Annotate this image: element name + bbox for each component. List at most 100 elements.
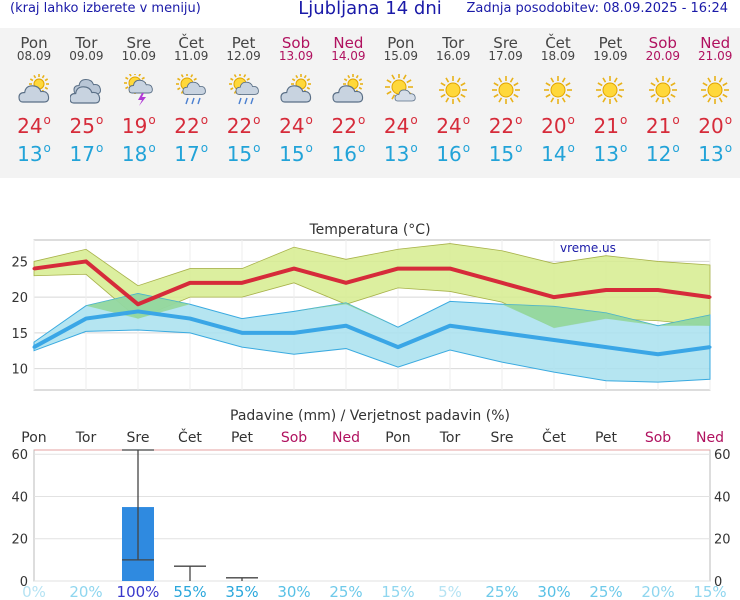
- max-temperature: 24o: [427, 113, 479, 138]
- max-temperature-value: 24: [279, 114, 305, 138]
- day-date: 16.09: [436, 49, 471, 63]
- day-date: 18.09: [540, 49, 576, 63]
- degree-mark: o: [253, 113, 261, 127]
- max-temperature-line: [33, 259, 711, 307]
- sun-icon: [437, 74, 469, 106]
- precipitation-day-label: Ned: [696, 430, 724, 446]
- min-temperature: 13o: [8, 141, 60, 166]
- min-temperature-value: 14: [541, 142, 567, 166]
- day-name: Tor: [75, 34, 98, 52]
- max-temperature-value: 24: [383, 114, 410, 138]
- precipitation-y-tick-right: 0: [714, 575, 722, 590]
- precipitation-probability-label: 30%: [537, 583, 570, 600]
- max-temperature-value: 22: [174, 114, 200, 138]
- charts-area: Temperatura (°C) 10 15 20 25 vreme.us Padavine…: [11, 222, 731, 600]
- max-temperature-point: [32, 267, 36, 271]
- min-temperature-point: [84, 317, 88, 321]
- degree-mark: o: [357, 141, 366, 155]
- sun-icon: [490, 74, 522, 106]
- min-temperature-value: 16: [331, 142, 357, 166]
- degree-mark: o: [567, 113, 575, 127]
- max-temperature: 21o: [584, 113, 636, 138]
- temperature-y-tick: 20: [11, 291, 28, 306]
- min-temperature-point: [500, 331, 504, 335]
- min-temperature-value: 13: [383, 142, 410, 166]
- precipitation-day-label: Pet: [595, 430, 618, 446]
- page-title: Ljubljana 14 dni: [298, 0, 442, 19]
- sun-icon: [699, 74, 731, 106]
- daily-forecast-strip: Pon 08.09 24o 13o Tor 09.09 25o 17o Sre 10.09 19o 1…: [0, 28, 740, 178]
- precipitation-day-label: Pon: [21, 430, 46, 446]
- max-temperature: 22o: [165, 113, 217, 138]
- day-name: Pon: [387, 34, 415, 52]
- day-name: Pet: [598, 34, 623, 52]
- max-temperature-point: [136, 302, 140, 306]
- precipitation-probability-label: 35%: [225, 583, 258, 600]
- min-temperature-point: [292, 331, 296, 335]
- precipitation-probability-label: 25%: [329, 583, 362, 600]
- max-temperature-point: [84, 259, 88, 263]
- day-name: Pet: [231, 34, 256, 52]
- sun-cloud-icon: [384, 73, 417, 106]
- day-date: 09.09: [69, 49, 104, 63]
- min-temperature: 15o: [480, 141, 532, 166]
- precipitation-y-tick-left: 20: [11, 533, 28, 548]
- top-bar: (kraj lahko izberete v meniju) Ljubljana…: [0, 0, 740, 22]
- precipitation-probability-label: 25%: [589, 583, 622, 600]
- min-temperature-value: 13: [593, 142, 619, 166]
- day-date: 11.09: [174, 49, 209, 63]
- max-temperature-value: 20: [698, 114, 724, 138]
- day-name: Tor: [442, 34, 465, 52]
- sun-icon: [542, 74, 574, 106]
- location-hint[interactable]: (kraj lahko izberete v meniju): [10, 1, 201, 16]
- min-temperature: 16o: [427, 141, 479, 166]
- degree-mark: o: [515, 141, 523, 155]
- min-temperature: 16o: [322, 141, 374, 166]
- day-date: 10.09: [121, 49, 156, 63]
- precipitation-day-label: Čet: [178, 428, 202, 446]
- sun-icon: [594, 74, 626, 106]
- max-temperature: 24o: [375, 113, 427, 138]
- precipitation-probability-label: 0%: [22, 583, 46, 600]
- degree-mark: o: [724, 113, 733, 127]
- cloudy-icon: [69, 74, 102, 106]
- degree-mark: o: [619, 113, 628, 127]
- precipitation-day-label: Sob: [281, 430, 307, 446]
- degree-mark: o: [148, 113, 156, 127]
- precipitation-day-label: Ned: [332, 430, 360, 446]
- precipitation-y-tick-right: 60: [714, 448, 731, 463]
- max-temperature: 19o: [113, 113, 165, 138]
- precipitation-day-label: Sob: [645, 430, 671, 446]
- precipitation-day-label: Čet: [542, 428, 566, 446]
- day-date: 13.09: [278, 49, 314, 63]
- min-temperature: 13o: [689, 141, 740, 166]
- max-temperature-point: [656, 288, 660, 292]
- max-temperature-value: 21: [645, 114, 672, 138]
- max-temperature: 21o: [637, 113, 689, 138]
- precipitation-probability-label: 20%: [69, 583, 102, 600]
- day-date: 19.09: [593, 49, 628, 63]
- max-temperature: 24o: [270, 113, 322, 138]
- min-temperature-value: 15: [279, 142, 305, 166]
- max-temperature-value: 25: [69, 114, 95, 138]
- day-name: Sob: [281, 34, 311, 52]
- degree-mark: o: [357, 113, 366, 127]
- max-temperature-value: 22: [331, 114, 357, 138]
- degree-mark: o: [43, 113, 51, 127]
- sun-rain-icon: [228, 73, 260, 106]
- max-temperature-value: 22: [488, 114, 515, 138]
- precipitation-day-label: Pet: [231, 430, 254, 446]
- degree-mark: o: [567, 141, 575, 155]
- degree-mark: o: [200, 141, 209, 155]
- precipitation-probability-label: 55%: [173, 583, 206, 600]
- max-temperature-value: 19: [121, 114, 148, 138]
- degree-mark: o: [462, 113, 471, 127]
- max-temperature: 25o: [60, 113, 112, 138]
- precipitation-probability-label: 5%: [438, 583, 462, 600]
- degree-mark: o: [200, 113, 209, 127]
- max-temperature-value: 20: [541, 114, 567, 138]
- min-temperature-point: [708, 345, 712, 349]
- min-temperature-point: [240, 331, 244, 335]
- degree-mark: o: [305, 141, 313, 155]
- max-temperature-point: [240, 281, 244, 285]
